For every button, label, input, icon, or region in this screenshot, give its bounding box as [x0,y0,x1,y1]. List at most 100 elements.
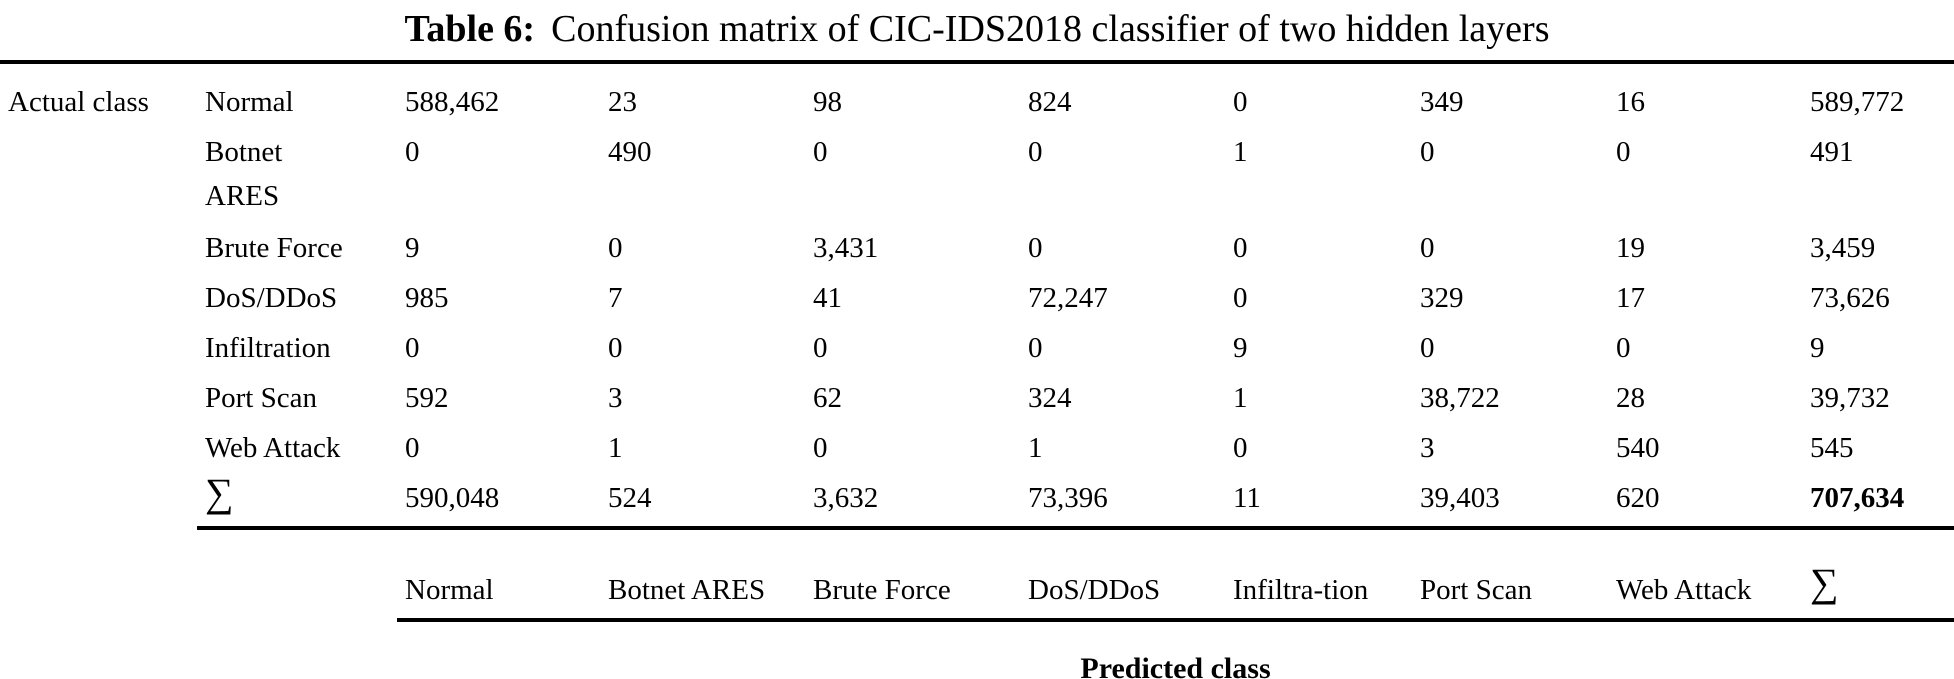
row-label: Botnet ARES [205,136,283,212]
table-caption: Table 6: Confusion matrix of CIC-IDS2018 … [0,4,1954,54]
matrix-cell: 62 [813,382,842,414]
matrix-cell: 0 [1028,332,1043,364]
matrix-cell: 349 [1420,86,1464,118]
column-header: Normal [405,574,494,606]
matrix-cell: 540 [1616,432,1660,464]
table-row: Web Attack 0 1 0 1 0 3 540 545 [0,420,1954,470]
matrix-cell: 490 [608,136,652,168]
row-label: Brute Force [205,232,343,264]
matrix-cell: 98 [813,86,842,118]
matrix-cell: 0 [1233,432,1248,464]
table-row: Botnet ARES 0 490 0 0 1 0 0 491 [0,124,1954,220]
row-sum-cell: 545 [1810,432,1854,464]
spacer-cell [0,470,197,528]
column-header: Web Attack [1616,574,1752,606]
column-total-cell: 620 [1616,482,1660,514]
header-rule [397,618,1954,654]
spacer-cell [0,620,397,654]
sum-row-label: ∑ [205,470,234,515]
matrix-cell: 0 [813,432,828,464]
column-header: Infiltra-tion [1233,574,1369,606]
matrix-cell: 28 [1616,382,1645,414]
matrix-cell: 0 [1420,332,1435,364]
row-sum-cell: 73,626 [1810,282,1890,314]
row-label: Port Scan [205,382,317,414]
matrix-cell: 588,462 [405,86,500,118]
matrix-cell: 329 [1420,282,1464,314]
matrix-cell: 0 [813,136,828,168]
matrix-cell: 72,247 [1028,282,1108,314]
column-total-cell: 524 [608,482,652,514]
row-sum-cell: 9 [1810,332,1825,364]
column-total-cell: 73,396 [1028,482,1108,514]
matrix-cell: 824 [1028,86,1072,118]
matrix-cell: 0 [1616,136,1631,168]
column-total-cell: 590,048 [405,482,500,514]
matrix-cell: 0 [813,332,828,364]
matrix-cell: 19 [1616,232,1645,264]
matrix-cell: 23 [608,86,637,118]
totals-row: ∑ 590,048 524 3,632 73,396 11 39,403 620… [0,470,1954,528]
column-header: Botnet ARES [608,574,766,606]
matrix-cell: 0 [405,432,420,464]
header-rule-row [0,618,1954,654]
column-header: DoS/DDoS [1028,574,1161,606]
matrix-cell: 0 [1616,332,1631,364]
spacer-cell [0,370,197,420]
table-caption-text: Confusion matrix of CIC-IDS2018 classifi… [551,8,1550,50]
spacer-cell [0,528,197,558]
row-sum-cell: 491 [1810,136,1854,168]
grand-total-cell: 707,634 [1810,482,1905,514]
matrix-cell: 0 [405,136,420,168]
row-label: DoS/DDoS [205,282,338,314]
spacer-cell [0,320,197,370]
row-label: Normal [205,86,294,118]
matrix-cell: 1 [1028,432,1043,464]
column-total-cell: 39,403 [1420,482,1500,514]
matrix-cell: 17 [1616,282,1645,314]
mid-rule [197,526,1954,558]
matrix-cell: 0 [1233,86,1248,118]
row-label: Infiltration [205,332,331,364]
row-label: Web Attack [205,432,341,464]
sum-column-header: ∑ [1810,560,1839,605]
row-sum-cell: 3,459 [1810,232,1876,264]
predicted-axis-row: Predicted class [0,654,1954,679]
predicted-header-row: Normal Botnet ARES Brute Force DoS/DDoS … [0,558,1954,620]
matrix-cell: 0 [1233,232,1248,264]
matrix-cell: 16 [1616,86,1645,118]
table-row: Infiltration 0 0 0 0 9 0 0 9 [0,320,1954,370]
matrix-cell: 7 [608,282,623,314]
table-row: Actual class Normal 588,462 23 98 824 0 … [0,74,1954,124]
column-header: Brute Force [813,574,951,606]
matrix-cell: 324 [1028,382,1072,414]
spacer-cell [197,558,397,620]
matrix-cell: 1 [1233,382,1248,414]
table-row: Port Scan 592 3 62 324 1 38,722 28 39,73… [0,370,1954,420]
matrix-cell: 985 [405,282,449,314]
matrix-cell: 0 [608,232,623,264]
matrix-cell: 3 [608,382,623,414]
matrix-cell: 38,722 [1420,382,1500,414]
top-rule [0,60,1954,64]
confusion-matrix-table: Actual class Normal 588,462 23 98 824 0 … [0,74,1954,679]
matrix-cell: 3 [1420,432,1435,464]
matrix-cell: 1 [608,432,623,464]
matrix-cell: 0 [1233,282,1248,314]
matrix-cell: 0 [1028,232,1043,264]
matrix-cell: 41 [813,282,842,314]
matrix-cell: 0 [405,332,420,364]
matrix-cell: 0 [1028,136,1043,168]
matrix-cell: 592 [405,382,449,414]
spacer-cell [0,124,197,220]
matrix-cell: 9 [405,232,420,264]
column-header: Port Scan [1420,574,1532,606]
matrix-cell: 9 [1233,332,1248,364]
column-total-cell: 11 [1233,482,1261,514]
column-total-cell: 3,632 [813,482,879,514]
actual-class-label: Actual class [8,86,149,118]
matrix-cell: 1 [1233,136,1248,168]
matrix-cell: 3,431 [813,232,879,264]
table-row: DoS/DDoS 985 7 41 72,247 0 329 17 73,626 [0,270,1954,320]
